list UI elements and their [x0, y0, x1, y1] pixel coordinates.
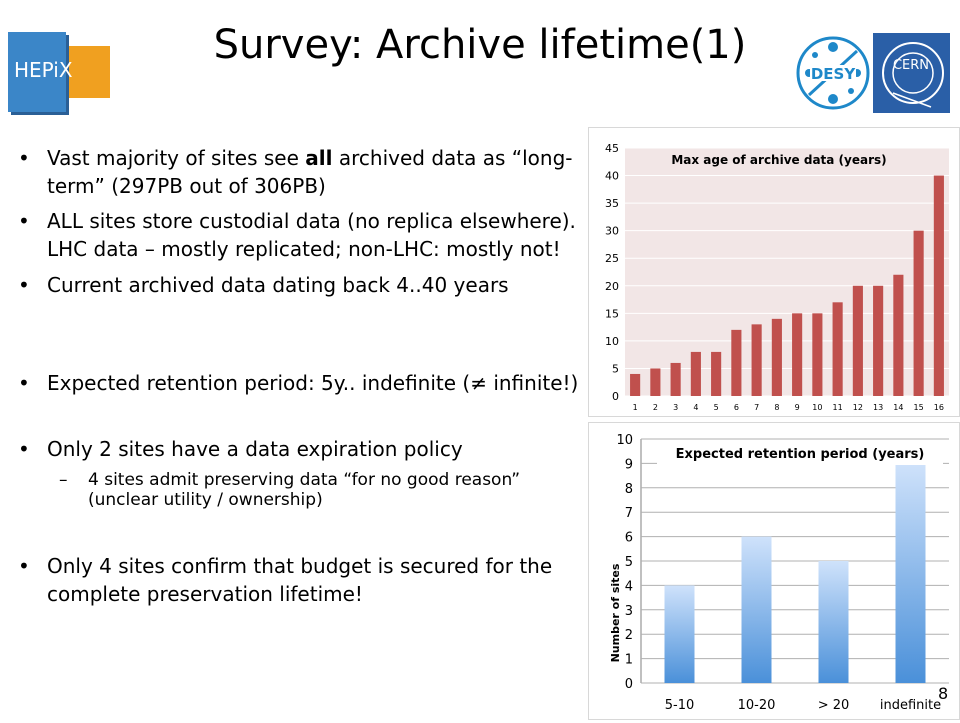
- y-tick-label: 20: [605, 280, 619, 293]
- x-tick-label: 8: [774, 403, 779, 412]
- x-tick-label: 4: [693, 403, 698, 412]
- bar: [812, 313, 823, 396]
- y-tick-label: 4: [625, 579, 633, 594]
- y-tick-label: 8: [625, 482, 633, 497]
- y-tick-label: 6: [625, 531, 633, 546]
- bullet-dot: •: [18, 209, 30, 233]
- y-tick-label: 0: [625, 677, 633, 692]
- bar: [873, 285, 884, 396]
- x-tick-label: 13: [873, 403, 883, 412]
- bar: [731, 329, 742, 396]
- bold-emphasis: all: [305, 146, 333, 170]
- y-tick-label: 30: [605, 225, 619, 238]
- x-tick-label: 7: [754, 403, 759, 412]
- page-number: 8: [938, 684, 949, 703]
- y-tick-label: 15: [605, 307, 619, 320]
- x-tick-label: 6: [734, 403, 739, 412]
- y-tick-label: 10: [616, 433, 633, 448]
- bullet-item: • Only 2 sites have a data expiration po…: [18, 437, 463, 461]
- x-tick-label: 10-20: [738, 698, 776, 713]
- bullet-dot: •: [18, 273, 30, 297]
- x-tick-label: 14: [893, 403, 903, 412]
- x-tick-label: 3: [673, 403, 678, 412]
- bar: [690, 351, 701, 396]
- x-tick-label: indefinite: [880, 698, 941, 713]
- sub-bullet-dash: –: [59, 470, 68, 490]
- bar: [792, 313, 803, 396]
- title-box: [657, 441, 943, 465]
- hepix-logo-text: HEPiX: [14, 58, 73, 82]
- bar: [895, 463, 926, 683]
- bar: [771, 318, 782, 396]
- bar: [630, 373, 641, 396]
- bar: [664, 585, 695, 683]
- bullet-item: • Expected retention period: 5y.. indefi…: [18, 371, 579, 395]
- hepix-logo: HEPiX: [8, 32, 110, 118]
- bullet-dot: •: [18, 554, 30, 578]
- bar: [741, 536, 772, 683]
- bar: [650, 368, 661, 396]
- y-tick-label: 7: [625, 506, 633, 521]
- x-tick-label: 1: [633, 403, 638, 412]
- bar: [852, 285, 863, 396]
- y-tick-label: 2: [625, 628, 633, 643]
- bullet-item: • ALL sites store custodial data (no rep…: [18, 209, 576, 261]
- y-axis-label: Number of sites: [609, 563, 622, 662]
- desy-logo: DESY: [796, 36, 870, 110]
- bar: [832, 302, 843, 396]
- x-tick-label: 5: [714, 403, 719, 412]
- x-tick-label: > 20: [818, 698, 850, 713]
- x-tick-label: 2: [653, 403, 658, 412]
- x-tick-label: 11: [833, 403, 843, 412]
- bullet-item: • Only 4 sites confirm that budget is se…: [18, 554, 553, 606]
- bullet-item: • Current archived data dating back 4..4…: [18, 273, 509, 297]
- chart-title: Max age of archive data (years): [671, 153, 886, 167]
- y-tick-label: 9: [625, 457, 633, 472]
- retention-chart-svg: 0 1 2 3 4 5 6 7 8 9 10 5-10 10-20 > 20 indefinite Exp…: [609, 433, 949, 713]
- retention-period-chart: 0 1 2 3 4 5 6 7 8 9 10 5-10 10-20 > 20 indefinite Exp…: [588, 422, 960, 720]
- slide-title: Survey: Archive lifetime(1): [213, 22, 747, 68]
- bar: [751, 324, 762, 396]
- y-tick-label: 5: [612, 362, 619, 375]
- desy-logo-text: DESY: [811, 65, 857, 83]
- hepix-logo-blue-block: [8, 32, 66, 112]
- y-tick-label: 45: [605, 142, 619, 155]
- x-tick-label: 15: [914, 403, 924, 412]
- bar: [913, 230, 924, 396]
- y-tick-label: 25: [605, 252, 619, 265]
- y-tick-label: 35: [605, 197, 619, 210]
- y-tick-label: 0: [612, 390, 619, 403]
- y-tick-label: 10: [605, 335, 619, 348]
- x-tick-label: 10: [812, 403, 822, 412]
- chart-title: Expected retention period (years): [676, 447, 925, 462]
- x-tick-label: 16: [934, 403, 944, 412]
- bullet-dot: •: [18, 371, 30, 395]
- x-tick-label: 5-10: [665, 698, 695, 713]
- cern-logo: CERN: [873, 33, 950, 113]
- max-age-chart: 0 5 10 15 20 25 30 35 40 45 1 2 3 4 5 6 7 8 9 10 11 12 13 14 15…: [588, 127, 960, 417]
- y-tick-label: 1: [625, 653, 633, 668]
- bar: [933, 175, 944, 396]
- sub-bullet-item: – 4 sites admit preserving data “for no …: [59, 470, 521, 510]
- bar: [670, 362, 681, 396]
- bullet-dot: •: [18, 146, 30, 170]
- bullet-dot: •: [18, 437, 30, 461]
- bullet-item: • Vast majority of sites see all archive…: [18, 146, 573, 198]
- bar: [818, 561, 849, 683]
- x-tick-label: 12: [853, 403, 863, 412]
- y-tick-label: 3: [625, 604, 633, 619]
- bullet-list: • Vast majority of sites see all archive…: [18, 144, 588, 608]
- bar: [893, 274, 904, 396]
- y-tick-label: 40: [605, 170, 619, 183]
- cern-logo-text: CERN: [893, 58, 929, 73]
- bar: [711, 351, 722, 396]
- y-tick-label: 5: [625, 555, 633, 570]
- x-tick-label: 9: [795, 403, 800, 412]
